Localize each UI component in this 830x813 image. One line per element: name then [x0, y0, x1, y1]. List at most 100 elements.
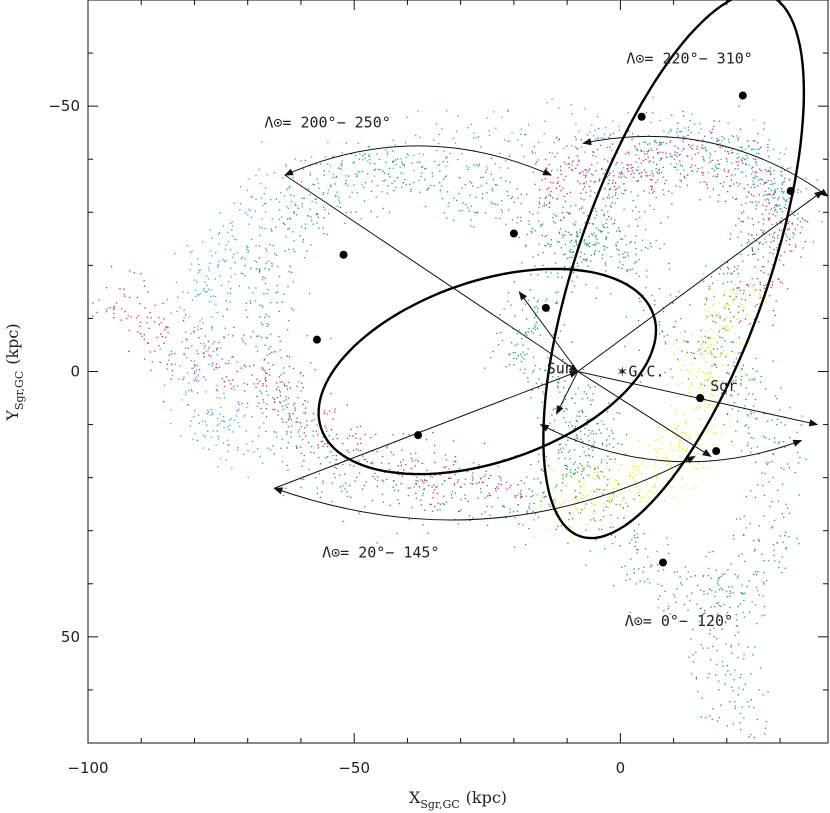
stream-particle — [722, 380, 724, 382]
stream-particle — [351, 191, 353, 193]
stream-particle — [686, 423, 688, 425]
stream-particle — [682, 110, 684, 113]
stream-particle — [266, 293, 268, 295]
stream-particle — [595, 210, 597, 213]
stream-particle — [294, 158, 296, 160]
stream-particle — [276, 284, 278, 287]
stream-particle — [265, 380, 267, 382]
stream-particle — [624, 345, 626, 348]
stream-particle — [759, 168, 761, 170]
stream-particle — [735, 614, 737, 616]
stream-particle — [432, 497, 434, 499]
stream-particle — [596, 214, 598, 216]
stream-particle — [753, 736, 755, 739]
stream-particle — [537, 299, 539, 302]
stream-particle — [252, 331, 254, 333]
stream-particle — [786, 463, 789, 465]
stream-particle — [266, 385, 268, 387]
stream-particle — [418, 179, 420, 181]
stream-particle — [621, 443, 623, 445]
stream-particle — [776, 205, 778, 207]
stream-particle — [509, 511, 511, 513]
stream-particle — [342, 463, 344, 466]
stream-particle — [489, 514, 491, 516]
stream-particle — [655, 181, 657, 184]
stream-particle — [709, 130, 711, 132]
stream-particle — [339, 206, 342, 208]
stream-particle — [604, 205, 607, 207]
stream-particle — [256, 335, 258, 337]
stream-particle — [622, 507, 624, 509]
stream-particle — [754, 186, 756, 188]
stream-particle — [643, 141, 645, 143]
stream-particle — [422, 153, 425, 156]
stream-particle — [697, 690, 699, 693]
stream-particle — [386, 151, 388, 153]
stream-particle — [359, 438, 361, 440]
stream-particle — [507, 109, 509, 111]
stream-particle — [726, 725, 728, 727]
stream-particle — [168, 359, 170, 361]
stream-particle — [293, 211, 295, 213]
stream-particle — [626, 269, 628, 271]
stream-particle — [729, 423, 731, 425]
stream-particle — [584, 151, 586, 153]
stream-particle — [717, 582, 719, 584]
stream-particle — [634, 262, 636, 264]
stream-particle — [738, 336, 740, 339]
stream-particle — [773, 193, 775, 195]
stream-particle — [732, 592, 734, 594]
stream-particle — [544, 205, 546, 207]
stream-particle — [294, 402, 296, 405]
stream-particle — [243, 334, 245, 336]
stream-particle — [588, 448, 590, 450]
stream-particle — [669, 153, 671, 155]
stream-particle — [678, 450, 680, 452]
stream-particle — [571, 164, 573, 166]
stream-particle — [787, 222, 789, 225]
stream-particle — [210, 355, 212, 357]
stream-particle — [423, 488, 425, 491]
stream-particle — [296, 446, 298, 449]
stream-particle — [558, 241, 560, 243]
stream-particle — [350, 211, 352, 213]
stream-particle — [592, 444, 595, 446]
stream-particle — [217, 266, 219, 268]
stream-particle — [581, 208, 583, 210]
stream-particle — [704, 410, 706, 412]
stream-particle — [560, 219, 563, 221]
stream-particle — [789, 238, 791, 240]
stream-particle — [484, 497, 486, 499]
stream-particle — [573, 540, 575, 543]
stream-particle — [513, 201, 515, 204]
stream-particle — [686, 184, 688, 186]
stream-particle — [210, 250, 212, 252]
stream-particle — [757, 148, 759, 150]
stream-particle — [664, 183, 666, 185]
stream-particle — [606, 462, 608, 464]
stream-particle — [568, 212, 570, 214]
stream-particle — [345, 212, 347, 214]
stream-particle — [760, 667, 762, 669]
stream-particle — [716, 341, 719, 343]
stream-particle — [415, 134, 417, 137]
stream-particle — [442, 197, 444, 200]
stream-particle — [446, 157, 448, 159]
stream-particle — [575, 508, 578, 511]
stream-particle — [426, 189, 428, 191]
stream-particle — [612, 446, 614, 449]
stream-particle — [709, 287, 712, 289]
stream-particle — [367, 146, 369, 148]
stream-particle — [774, 191, 777, 194]
stream-particle — [612, 196, 614, 198]
stream-particle — [315, 198, 317, 200]
stream-particle — [744, 560, 746, 562]
stream-particle — [733, 679, 735, 681]
stream-particle — [244, 275, 246, 277]
stream-particle — [259, 269, 261, 271]
stream-particle — [621, 566, 623, 568]
stream-particle — [791, 250, 793, 252]
stream-particle — [635, 253, 637, 256]
stream-particle — [555, 262, 557, 264]
stream-particle — [583, 467, 586, 469]
